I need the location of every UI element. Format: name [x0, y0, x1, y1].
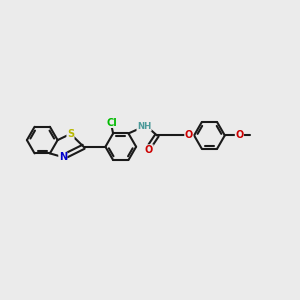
Text: S: S [67, 129, 74, 139]
Text: N: N [59, 152, 67, 162]
Text: O: O [145, 145, 153, 155]
Text: O: O [185, 130, 193, 140]
Text: Cl: Cl [106, 118, 117, 128]
Text: NH: NH [137, 122, 151, 131]
Text: O: O [235, 130, 244, 140]
